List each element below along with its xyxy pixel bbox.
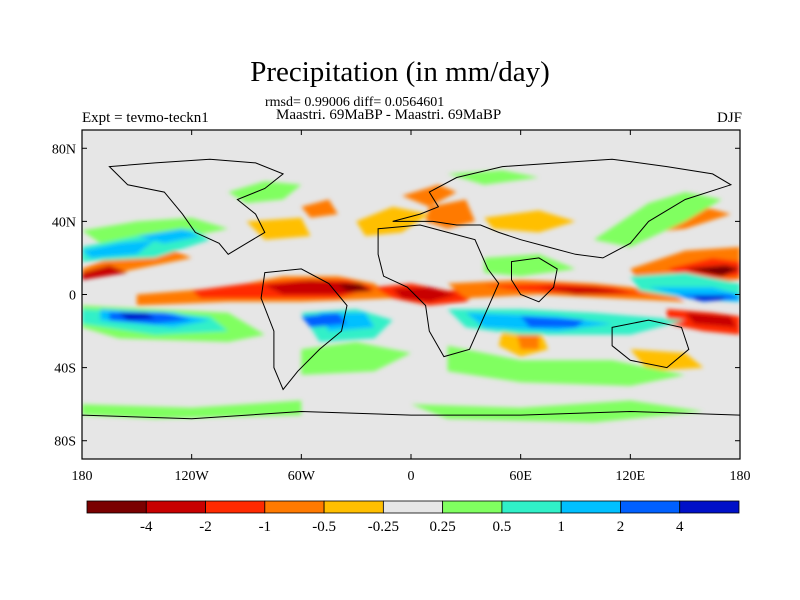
colorbar-label: 1 [557, 519, 565, 535]
coastline [511, 257, 558, 303]
lon-tick-label: 120E [616, 469, 646, 484]
season-label: DJF [716, 110, 742, 126]
precip-anomaly-patch [685, 312, 737, 328]
colorbar-label: 0.25 [430, 519, 456, 535]
precip-anomaly-patch [301, 342, 411, 375]
lat-tick-label: 80S [54, 435, 76, 450]
precip-anomaly-patch [484, 254, 576, 277]
colorbar-swatch [382, 500, 444, 514]
lon-tick-label: 0 [408, 469, 415, 484]
lat-tick-label: 0 [69, 289, 76, 304]
precip-anomaly-patch [517, 334, 539, 350]
colorbar-label: 2 [617, 519, 625, 535]
colorbar-swatch [264, 500, 325, 514]
precip-anomaly-patch [337, 283, 371, 291]
coastline [108, 158, 285, 255]
colorbar-label: -0.25 [368, 519, 399, 535]
precip-anomaly-patch [520, 316, 585, 328]
comparison-label: Maastri. 69MaBP - Maastri. 69MaBP [276, 107, 502, 123]
precip-anomaly-patch [136, 228, 201, 244]
colorbar-swatch [205, 500, 266, 514]
precip-anomaly-patch [301, 199, 338, 218]
map-area [82, 130, 740, 459]
precip-anomaly-patch [118, 312, 156, 321]
lat-tick-label: 80N [52, 142, 76, 157]
precip-anomaly-patch [228, 181, 302, 204]
coastline [260, 268, 348, 391]
map-axes: 180 120W 60W 0 60E 120E 180 80N 40N 0 40S 80S [52, 130, 751, 484]
stats-line: rmsd= 0.99006 diff= 0.0564601 [265, 95, 445, 110]
colorbar: -4 -2 -1 -0.5 -0.25 0.25 0.5 1 2 4 [86, 500, 740, 535]
colorbar-label: 0.5 [493, 519, 512, 535]
colorbar-swatch [323, 500, 384, 514]
colorbar-swatch [442, 500, 503, 514]
colorbar-swatch [679, 500, 740, 514]
colorbar-label: -1 [259, 519, 272, 535]
precip-anomaly-patch [411, 400, 704, 423]
lon-tick-label: 120W [175, 469, 210, 484]
colorbar-label: 4 [676, 519, 684, 535]
precip-anomaly-patch [301, 312, 347, 328]
lon-tick-label: 60W [288, 469, 316, 484]
coastlines [82, 158, 740, 459]
colorbar-label: -4 [140, 519, 153, 535]
precip-anomaly-patch [392, 287, 457, 302]
experiment-label: Expt = tevmo-teckn1 [82, 110, 209, 126]
precip-anomaly-fields [82, 170, 740, 423]
colorbar-swatch [145, 500, 206, 514]
coastline [392, 158, 733, 259]
precip-anomaly-patch [82, 265, 128, 280]
chart-title: Precipitation (in mm/day) [250, 56, 550, 88]
coastline [377, 224, 500, 358]
lon-tick-label: 180 [730, 469, 751, 484]
colorbar-swatch [501, 500, 562, 514]
lon-tick-label: 60E [509, 469, 532, 484]
lat-tick-label: 40N [52, 215, 76, 230]
precip-anomaly-patch [593, 192, 722, 247]
precip-anomaly-patch [538, 287, 631, 295]
precip-anomaly-patch [82, 217, 229, 244]
precip-anomaly-patch [630, 349, 704, 372]
coastline [611, 319, 690, 369]
precip-anomaly-patch [484, 210, 576, 233]
precip-anomaly-patch [82, 400, 302, 419]
precip-anomaly-patch [694, 296, 726, 300]
precip-anomaly-patch [82, 239, 156, 258]
precip-anomaly-patch [447, 345, 686, 386]
precip-anomaly-patch [685, 265, 740, 277]
coastline [82, 410, 740, 459]
colorbar-label: -2 [199, 519, 212, 535]
colorbar-swatch [620, 500, 681, 514]
colorbar-swatch [86, 500, 147, 514]
lon-tick-label: 180 [72, 469, 93, 484]
lat-tick-label: 40S [54, 362, 76, 377]
precip-anomaly-patch [401, 184, 457, 207]
colorbar-swatch [560, 500, 621, 514]
colorbar-label: -0.5 [312, 519, 336, 535]
